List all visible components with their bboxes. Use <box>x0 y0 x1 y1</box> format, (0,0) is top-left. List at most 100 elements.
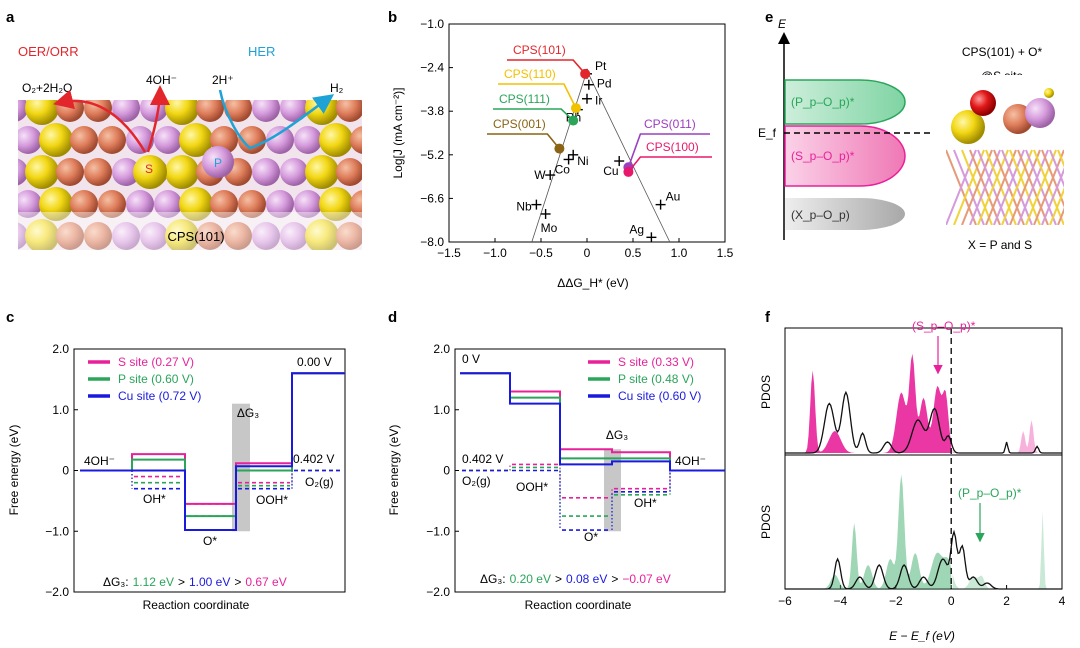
metal-label-Cu: Cu <box>603 164 618 178</box>
dg-gt1-d: > <box>555 572 562 586</box>
volcano-right-branch <box>586 70 671 243</box>
pdos-p-occupied <box>785 474 952 589</box>
pdos-xtick-label: 0 <box>948 594 955 608</box>
oer-0402-label: 0.402 V <box>293 452 334 466</box>
axis-e-label: E <box>778 17 787 31</box>
orr-o-label: O* <box>584 530 598 544</box>
bond <box>1049 187 1064 225</box>
oer-oh-label: OH* <box>143 492 166 506</box>
atom <box>238 126 266 154</box>
cps-label-CPS(011): CPS(011) <box>644 117 696 131</box>
dg-gt1: > <box>178 575 185 589</box>
atom <box>56 100 84 122</box>
pdos-xtick-label: 2 <box>1003 594 1010 608</box>
bond <box>1033 149 1064 225</box>
atom <box>305 100 339 125</box>
volcano-ytick-label: −1.0 <box>420 17 444 31</box>
orr-ooh-label: OOH* <box>516 480 548 494</box>
atom <box>84 158 112 186</box>
pdos-s-unoccupied <box>952 420 1062 453</box>
cps-point-CPS(100) <box>623 166 634 177</box>
bond <box>993 149 1025 225</box>
dg-prefix: ΔG₃: <box>103 575 129 589</box>
atom <box>18 100 28 122</box>
volcano-frame <box>448 23 726 243</box>
proton-label: 2H⁺ <box>212 73 234 87</box>
band-top-label: (P_p–O_p)* <box>791 95 855 109</box>
metal-label-Ag: Ag <box>629 222 644 236</box>
dg-prefix-d: ΔG₃: <box>480 572 506 586</box>
metal-label-W: W <box>534 168 546 182</box>
hydrogen-label: H₂ <box>330 81 344 95</box>
oer-dg-summary: ΔG₃: 1.12 eV >1.00 eV >0.67 eV <box>103 575 287 589</box>
dg-blue: 1.00 eV <box>189 575 230 589</box>
atom <box>98 126 126 154</box>
dg3-shade <box>232 403 250 532</box>
bond <box>985 149 1017 225</box>
x-note: X = P and S <box>968 238 1032 252</box>
pdos-bot-ylabel: PDOS <box>759 505 773 539</box>
atom <box>112 158 140 186</box>
bond <box>1057 149 1064 168</box>
panel-b-volcano: −1.5 −1.0 −0.5 0 0.5 1.0 1.5 −1.0 −2.4 −3.8 −5.2 −6… <box>420 17 733 260</box>
atom <box>196 222 224 250</box>
panel-label-e: e <box>765 9 773 26</box>
atom <box>18 190 42 218</box>
atom <box>98 190 126 218</box>
volcano-xtick-label: 0.5 <box>625 246 642 260</box>
atom <box>224 222 252 250</box>
atom <box>280 100 308 122</box>
bond <box>953 149 985 225</box>
bond <box>977 149 1009 225</box>
atom <box>112 100 140 122</box>
panel-c-oer-diagram: 2.0 1.0 0 −1.0 −2.0 S site (0.27 V) P site (0.… <box>45 342 346 599</box>
cps-leader-CPS(111) <box>493 108 574 122</box>
fe-ytick-label: 2.0 <box>52 342 69 356</box>
atom <box>25 155 59 189</box>
surface-label: CPS(101) <box>167 229 224 244</box>
legend-entry: P site (0.48 V) <box>618 372 694 386</box>
metal-label-Mo: Mo <box>541 221 558 235</box>
volcano-xtick-label: 0 <box>584 246 591 260</box>
cps-label-CPS(101): CPS(101) <box>513 43 566 57</box>
pdos-top-ylabel: PDOS <box>759 375 773 409</box>
bond <box>1057 207 1064 225</box>
pdos-xtick-label: −4 <box>834 594 848 608</box>
volcano-ytick-label: −6.6 <box>420 191 444 205</box>
fe-ytick-label: −1.0 <box>426 524 450 538</box>
her-label: HER <box>248 44 275 59</box>
orr-arrow <box>146 85 170 153</box>
dg-gt2: > <box>234 575 241 589</box>
bond <box>969 149 1001 225</box>
metal-label-Pt: Pt <box>595 59 607 73</box>
panel-label-a: a <box>6 9 15 26</box>
orr-0v-label: 0 V <box>462 352 480 366</box>
atom <box>39 123 73 157</box>
oer-xlabel: Reaction coordinate <box>143 598 250 612</box>
pdos-s-occupied <box>785 353 952 453</box>
atom <box>294 190 322 218</box>
atom <box>350 126 362 154</box>
pdos-xtick-label: 4 <box>1059 594 1066 608</box>
molecule-title-1: CPS(101) + O* <box>962 45 1043 59</box>
metal-label-Pd: Pd <box>597 77 612 91</box>
cps-point-CPS(110) <box>570 103 581 114</box>
atom <box>280 222 308 250</box>
bond <box>961 149 993 225</box>
atom <box>294 126 322 154</box>
volcano-ytick-label: −8.0 <box>420 235 444 249</box>
metal-label-Ir: Ir <box>595 94 602 108</box>
atom <box>39 187 73 221</box>
pdos-xlabel: E − E_f (eV) <box>889 629 955 643</box>
band-x-o-bonding <box>785 198 905 230</box>
cps-leader-CPS(100) <box>627 156 712 173</box>
orr-dg-summary: ΔG₃: 0.20 eV >0.08 eV > −0.07 eV <box>480 572 671 586</box>
dg-pink: 0.67 eV <box>245 575 286 589</box>
panel-d-orr-diagram: 2.0 1.0 0 −1.0 −2.0 S site (0.33 V) P site (0.… <box>426 342 726 599</box>
atom <box>336 158 362 186</box>
pdos-o-top-line <box>785 390 1062 454</box>
atom <box>319 187 353 221</box>
bond <box>1066 150 1080 225</box>
sulfur-atom <box>133 155 167 189</box>
legend-entry: Cu site (0.60 V) <box>618 389 701 403</box>
